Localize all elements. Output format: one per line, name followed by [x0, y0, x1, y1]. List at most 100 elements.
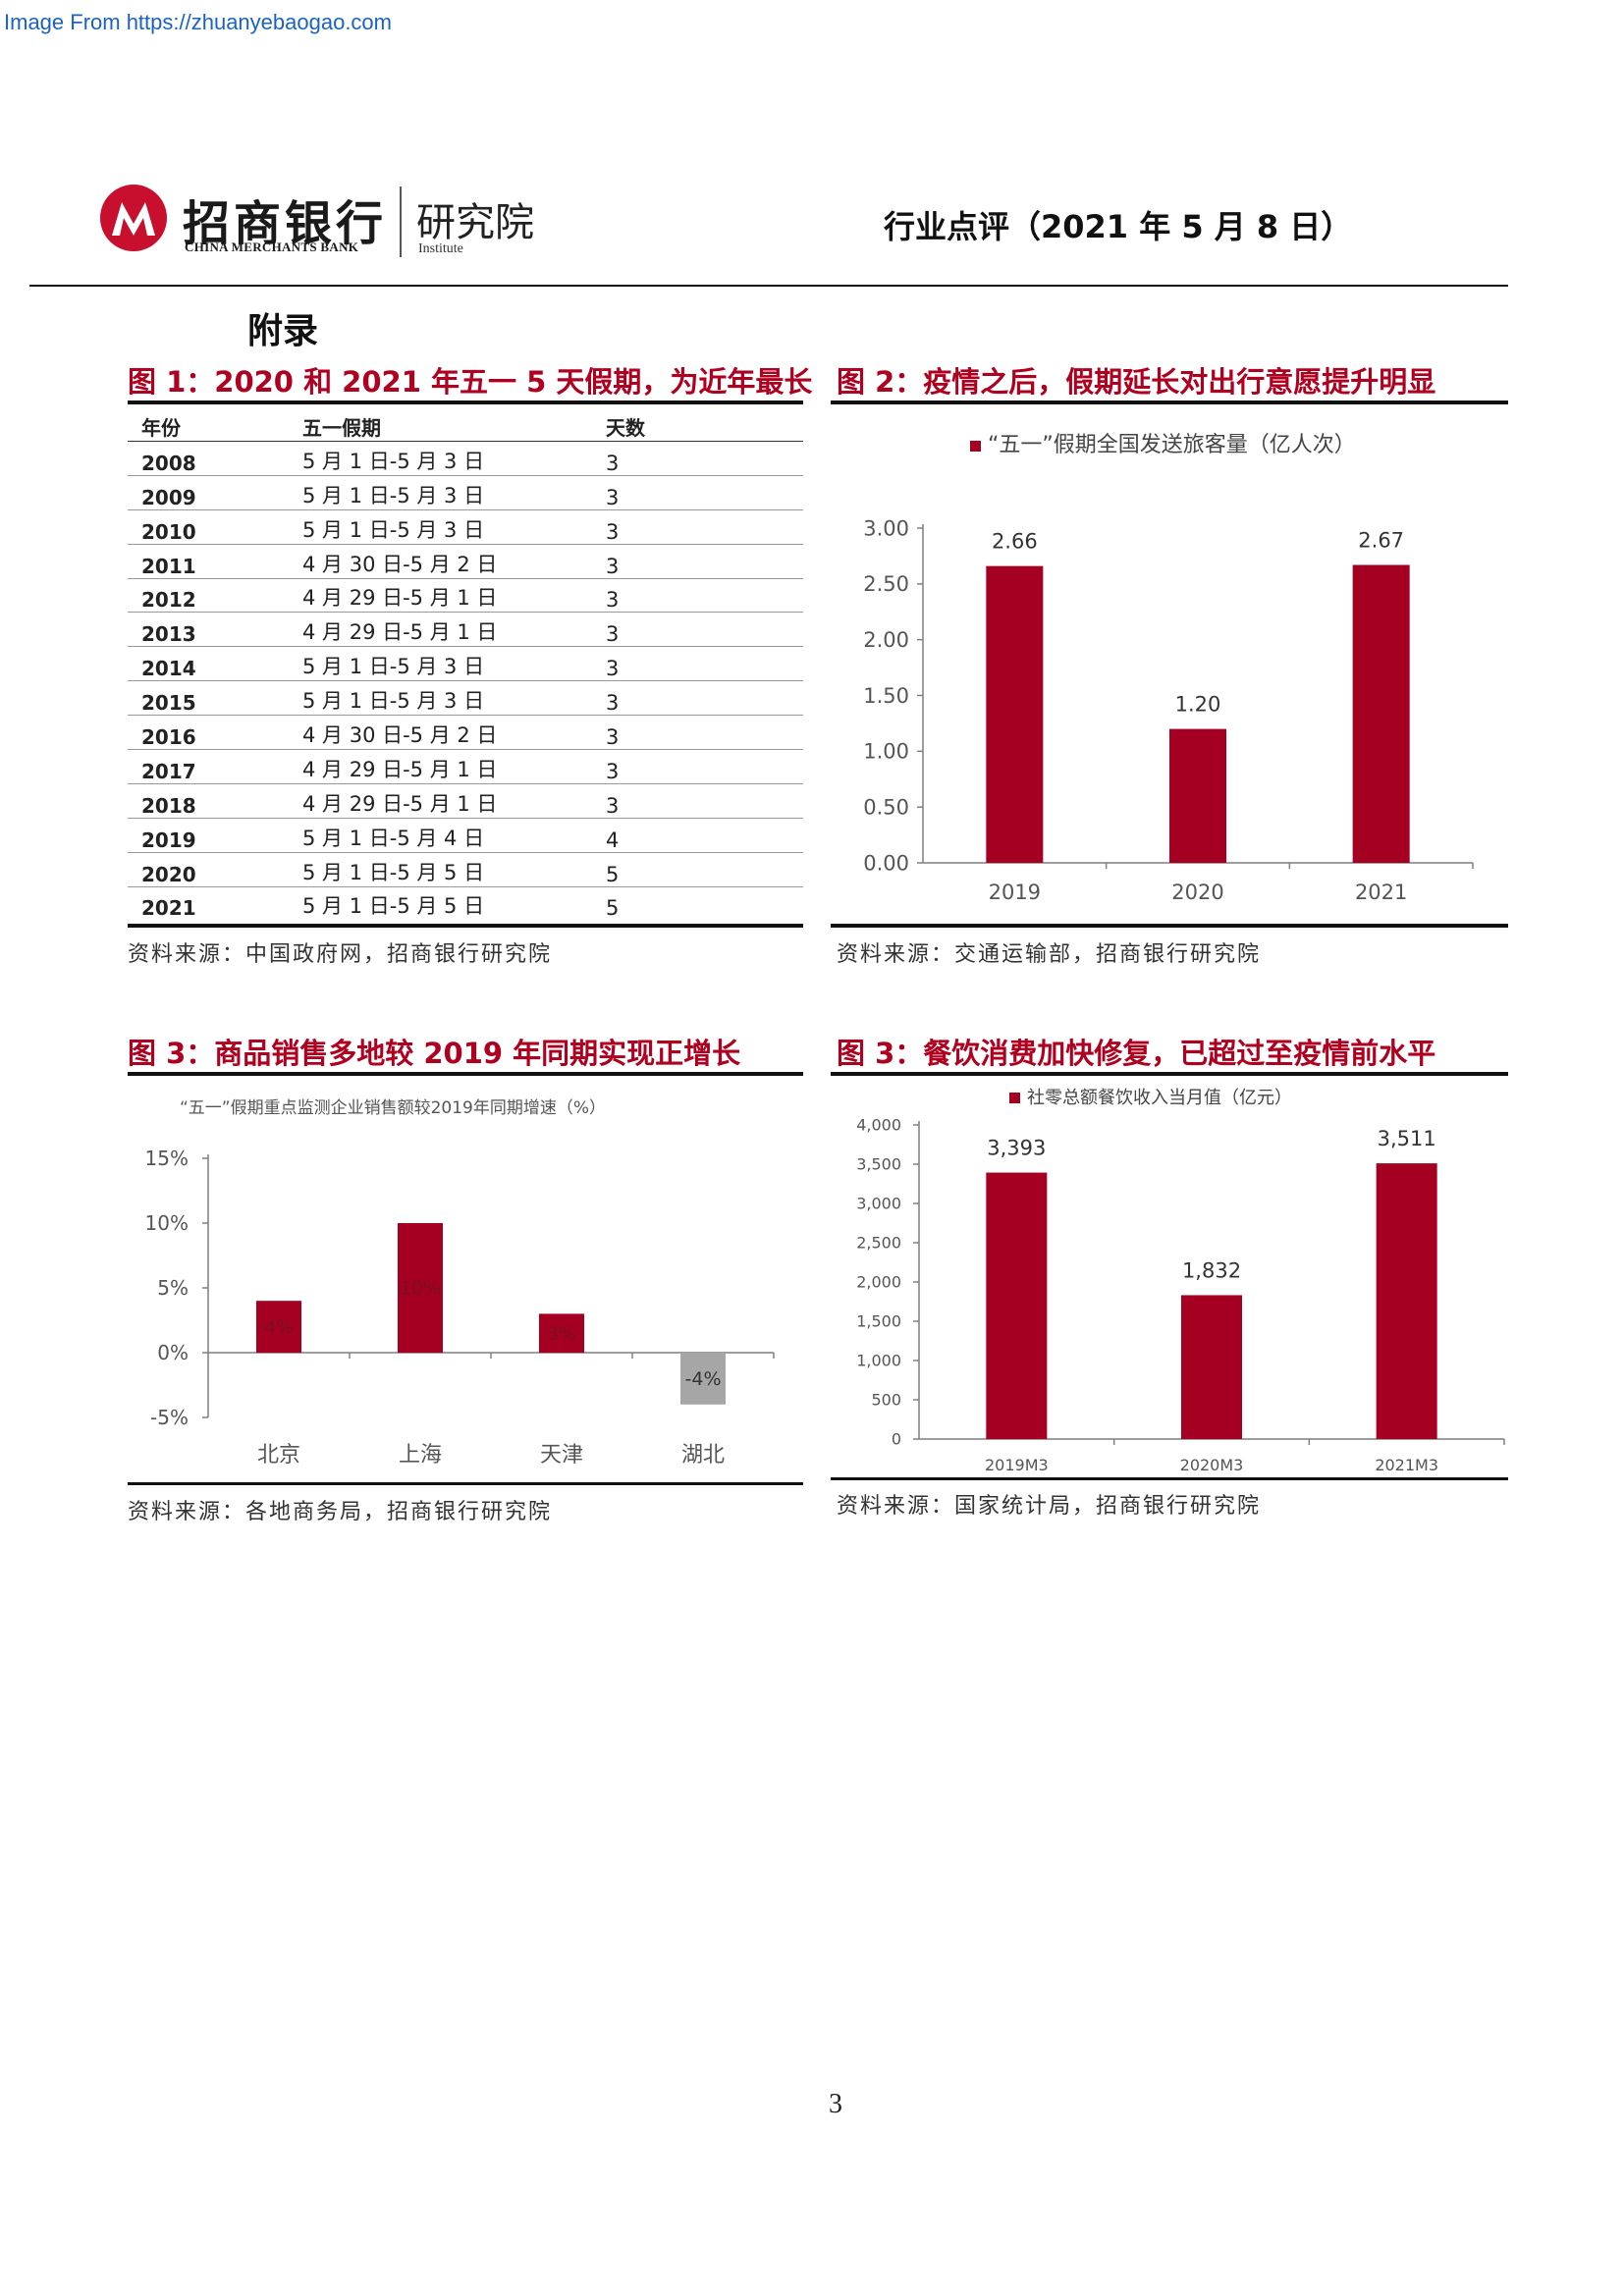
cell-year: 2013 [128, 612, 289, 648]
bar [986, 1172, 1048, 1439]
y-tick-label: 2.50 [863, 572, 909, 596]
institute-english: Institute [418, 241, 463, 256]
logo-text: 招商银行 [183, 196, 388, 251]
data-label: -4% [685, 1368, 722, 1390]
cell-days: 3 [592, 441, 803, 476]
cell-year: 2011 [128, 544, 289, 579]
cell-holiday: 5 月 1 日-5 月 3 日 [289, 646, 592, 682]
bar [1181, 1295, 1242, 1439]
cell-holiday: 4 月 29 日-5 月 1 日 [289, 578, 592, 614]
cell-year: 2010 [128, 509, 289, 545]
cell-holiday: 4 月 29 日-5 月 1 日 [289, 749, 592, 784]
data-label: 10% [400, 1278, 441, 1300]
y-tick-label: 0.50 [863, 796, 909, 820]
y-tick-label: -5% [150, 1406, 189, 1429]
figure-4-top-rule [831, 1072, 1508, 1076]
cell-year: 2017 [128, 749, 289, 784]
cell-year: 2009 [128, 475, 289, 510]
cell-days: 3 [592, 509, 803, 545]
figure-2-top-rule [831, 400, 1508, 404]
legend-label: 社零总额餐饮收入当月值（亿元） [1027, 1088, 1292, 1108]
cell-days: 3 [592, 749, 803, 784]
cell-year: 2008 [128, 441, 289, 476]
cell-holiday: 5 月 1 日-5 月 5 日 [289, 852, 592, 887]
cell-days: 3 [592, 680, 803, 717]
cell-days: 4 [592, 818, 803, 853]
cell-days: 3 [592, 578, 803, 614]
bar [1376, 1163, 1437, 1439]
header-divider [29, 285, 1508, 287]
cell-holiday: 4 月 29 日-5 月 1 日 [289, 612, 592, 648]
watermark-link[interactable]: Image From https://zhuanyebaogao.com [4, 10, 392, 34]
y-tick-label: 2,500 [856, 1234, 901, 1253]
figure-1-title: 图 1：2020 和 2021 年五一 5 天假期，为近年最长 [128, 365, 813, 399]
figure-3-title: 图 3：商品销售多地较 2019 年同期实现正增长 [128, 1037, 741, 1070]
cell-holiday: 5 月 1 日-5 月 3 日 [289, 680, 592, 717]
figure-2-bottom-rule [831, 924, 1508, 928]
x-tick-label: 上海 [399, 1443, 442, 1468]
figure-4-bottom-rule [831, 1477, 1508, 1480]
bar [539, 1313, 584, 1353]
y-tick-label: 4,000 [856, 1116, 901, 1135]
passenger-bar-chart: “五一”假期全国发送旅客量（亿人次） 0.00 0.50 1.00 1.50 2.00 2.… [863, 433, 1474, 904]
data-label: 4% [264, 1316, 294, 1338]
cell-holiday: 5 月 1 日-5 月 4 日 [289, 818, 592, 853]
y-tick-label: 15% [145, 1147, 189, 1170]
cmb-logo-icon [100, 185, 167, 251]
bar [1352, 564, 1410, 863]
x-tick-label: 2019 [989, 881, 1041, 904]
y-tick-label: 3.00 [863, 516, 909, 540]
page-number: 3 [829, 2089, 842, 2119]
x-tick-label: 2020M3 [1180, 1456, 1244, 1474]
bar [1169, 728, 1226, 863]
bar [986, 565, 1044, 863]
section-title: 附录 [247, 311, 319, 351]
figure-2-title: 图 2：疫情之后，假期延长对出行意愿提升明显 [837, 365, 1436, 399]
data-label: 2.67 [1358, 529, 1404, 553]
x-tick-label: 2021M3 [1375, 1456, 1438, 1474]
x-tick-label: 北京 [257, 1443, 300, 1468]
cell-days: 3 [592, 544, 803, 579]
data-label: 3,511 [1378, 1127, 1436, 1150]
x-tick-label: 2021 [1355, 881, 1407, 904]
x-tick-label: 2020 [1171, 881, 1223, 904]
cell-holiday: 4 月 30 日-5 月 2 日 [289, 544, 592, 579]
cell-year: 2016 [128, 715, 289, 751]
catering-bar-chart: 社零总额餐饮收入当月值（亿元） 0 500 1,000 1,500 2,000 2,500 3… [856, 1088, 1505, 1474]
cell-days: 3 [592, 646, 803, 682]
cell-year: 2020 [128, 852, 289, 887]
y-tick-label: 2,000 [856, 1273, 901, 1292]
cell-year: 2018 [128, 783, 289, 819]
cell-holiday: 4 月 30 日-5 月 2 日 [289, 715, 592, 751]
figure-3-top-rule [128, 1072, 803, 1076]
figure-2-source: 资料来源：交通运输部，招商银行研究院 [837, 942, 1262, 967]
y-tick-label: 500 [871, 1391, 901, 1410]
table-header-row: 年份 五一假期 天数 [128, 412, 803, 442]
logo-divider [400, 187, 402, 257]
data-label: 3% [547, 1323, 576, 1345]
sales-growth-bar-chart: “五一”假期重点监测企业销售额较2019年同期增速（%） -5% 0% 5% 10% 15… [145, 1098, 775, 1468]
cell-days: 5 [606, 896, 620, 921]
cell-holiday: 5 月 1 日-5 月 3 日 [289, 475, 592, 510]
figure-1-source: 资料来源：中国政府网，招商银行研究院 [128, 942, 553, 967]
figure-1-bottom-rule [128, 924, 803, 928]
y-tick-label: 0% [157, 1341, 189, 1364]
cell-holiday: 5 月 1 日-5 月 3 日 [289, 509, 592, 545]
bar [680, 1353, 726, 1405]
data-label: 1,832 [1182, 1258, 1241, 1282]
figure-4-title: 图 3：餐饮消费加快修复，已超过至疫情前水平 [837, 1037, 1436, 1070]
y-tick-label: 3,500 [856, 1155, 901, 1174]
report-type: 行业点评（2021 年 5 月 8 日） [884, 208, 1353, 245]
cell-holiday: 4 月 29 日-5 月 1 日 [289, 783, 592, 819]
column-header-year: 年份 [128, 412, 289, 442]
cell-year: 2012 [128, 578, 289, 614]
y-tick-label: 3,000 [856, 1195, 901, 1213]
